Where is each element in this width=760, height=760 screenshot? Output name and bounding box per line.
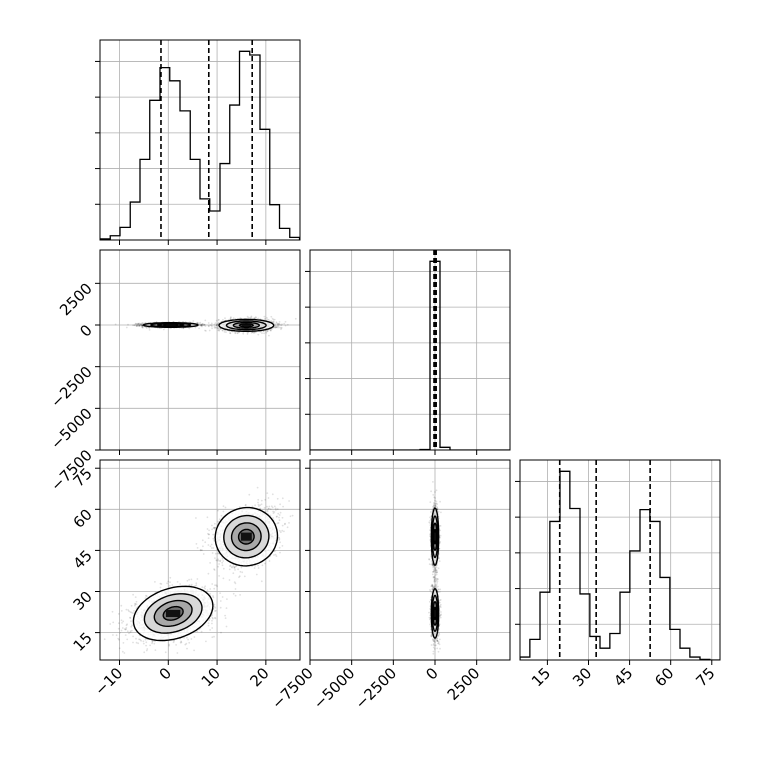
histogram-panel-0 xyxy=(95,39,301,245)
y-tick-label: 0 xyxy=(76,321,95,340)
density-core xyxy=(240,532,252,541)
y-tick-label: 15 xyxy=(70,629,96,655)
x-tick-label: 15 xyxy=(528,664,554,690)
x-tick-label: 45 xyxy=(610,664,636,690)
histogram-step-line xyxy=(100,50,300,240)
x-tick-label: −7500 xyxy=(268,664,317,713)
y-tick-label: 45 xyxy=(70,547,96,573)
y-tick-label: −5000 xyxy=(47,404,96,453)
x-tick-label: 0 xyxy=(156,664,175,683)
x-tick-label: −10 xyxy=(91,664,126,699)
y-tick-label: −2500 xyxy=(47,363,96,412)
x-tick-label: 20 xyxy=(246,664,272,690)
x-tick-label: 60 xyxy=(651,664,677,690)
histogram-panel-1 xyxy=(305,249,511,455)
panel-border xyxy=(309,249,511,451)
x-tick-label: 0 xyxy=(422,664,441,683)
density-core xyxy=(166,324,176,326)
x-tick-label: 2500 xyxy=(444,664,484,704)
joint-panel-1-2: −7500−5000−2500 0 2500 xyxy=(268,459,511,713)
x-tick-label: −5000 xyxy=(310,664,359,713)
density-core xyxy=(241,324,252,327)
x-tick-label: −2500 xyxy=(352,664,401,713)
density-core xyxy=(434,610,436,617)
x-tick-label: 10 xyxy=(198,664,224,690)
panel-border xyxy=(99,39,301,241)
histogram-panel-2: 15 30 45 60 75 xyxy=(515,459,721,690)
density-core xyxy=(434,532,436,541)
histogram-step-line xyxy=(520,470,720,660)
y-tick-label: 30 xyxy=(70,588,96,614)
histogram-step-line xyxy=(310,260,510,450)
density-core xyxy=(166,609,181,617)
x-tick-label: 30 xyxy=(569,664,595,690)
x-tick-label: 75 xyxy=(692,664,718,690)
panel-border xyxy=(309,459,511,661)
y-tick-label: 2500 xyxy=(56,279,96,319)
panel-border xyxy=(99,249,301,451)
panel-border xyxy=(99,459,301,661)
panel-border xyxy=(519,459,721,661)
y-tick-label: 60 xyxy=(70,505,96,531)
